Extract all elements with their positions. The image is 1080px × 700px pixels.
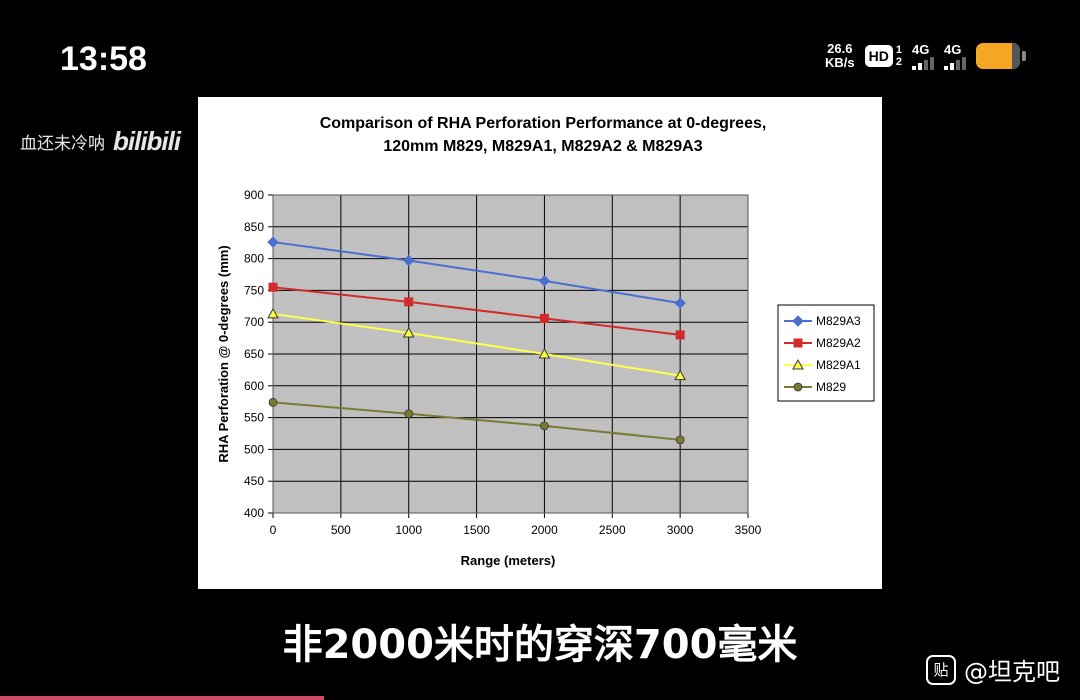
data-point-m829a2: [675, 330, 685, 340]
data-point-m829a2: [268, 282, 278, 292]
line-chart: Comparison of RHA Perforation Performanc…: [216, 115, 875, 568]
y-tick-label: 650: [244, 347, 264, 361]
legend-label-m829: M829: [816, 380, 846, 394]
y-tick-label: 500: [244, 442, 264, 456]
series-line-m829a3: [272, 241, 681, 305]
data-point-m829a1: [267, 307, 279, 319]
x-tick-label: 2500: [599, 523, 626, 537]
data-point-m829a3: [674, 297, 686, 309]
video-subtitle: 非2000米时的穿深700毫米: [282, 622, 798, 668]
y-tick-label: 750: [244, 283, 264, 297]
data-point-m829: [404, 409, 414, 419]
chart-legend: M829A3 M829A2 M829A1 M829: [777, 304, 875, 402]
data-point-m829a1: [674, 369, 686, 381]
status-time: 13:58: [60, 40, 147, 78]
signal-2-icon: 4G: [944, 43, 966, 70]
x-tick-label: 3000: [667, 523, 694, 537]
uploader-name: 血还未冷呐: [20, 134, 105, 154]
battery-icon: [976, 43, 1026, 69]
net-speed-unit: KB/s: [825, 55, 855, 70]
x-tick-label: 2000: [531, 523, 558, 537]
hd-sim-1: 1: [895, 44, 902, 56]
data-point-m829a3: [538, 275, 551, 287]
y-tick-label: 850: [244, 220, 264, 234]
data-point-m829a3: [267, 236, 279, 248]
series-line-m829: [272, 401, 681, 441]
series-line-m829a1: [272, 312, 681, 377]
x-tick-label: 1000: [395, 523, 422, 537]
source-watermark: 贴 @坦克吧: [926, 652, 1060, 687]
net-speed: 26.6 KB/s: [825, 42, 855, 70]
video-progress-bar[interactable]: [0, 696, 324, 700]
hd-sim-2: 2: [895, 56, 902, 68]
data-point-m829a2: [404, 297, 414, 307]
data-point-m829: [540, 421, 549, 431]
status-bar-right: 26.6 KB/s HD 1 2 4G 4G: [825, 42, 1026, 70]
net-speed-value: 26.6: [827, 41, 853, 56]
signal-2-label: 4G: [944, 41, 962, 57]
y-tick-label: 450: [244, 474, 264, 488]
signal-1-label: 4G: [912, 41, 930, 57]
data-point-m829a1: [538, 347, 551, 359]
watermark-text: @坦克吧: [964, 658, 1060, 686]
y-tick-label: 800: [244, 252, 264, 266]
x-tick-label: 3500: [735, 523, 762, 537]
x-tick-label: 0: [270, 523, 277, 537]
chart-subtitle: 120mm M829, M829A1, M829A2 & M829A3: [383, 138, 702, 155]
legend-label-m829a3: M829A3: [816, 314, 861, 328]
data-point-m829a1: [402, 326, 415, 338]
y-tick-label: 550: [244, 411, 264, 425]
y-axis-label: RHA Perforation @ 0-degrees (mm): [216, 245, 231, 462]
legend-marker-m829a1: [792, 358, 804, 370]
y-tick-label: 700: [244, 315, 264, 329]
hd-sim-indicator: 1 2: [896, 44, 902, 68]
legend-marker-m829a2: [793, 338, 803, 348]
data-point-m829a2: [539, 313, 549, 323]
legend-marker-m829: [793, 382, 803, 392]
series-line-m829a2: [272, 286, 681, 336]
signal-1-icon: 4G: [912, 43, 934, 70]
plot-border: [272, 194, 749, 514]
y-tick-label: 400: [244, 506, 264, 520]
chart-image: Comparison of RHA Perforation Performanc…: [198, 97, 882, 589]
legend-label-m829a2: M829A2: [816, 336, 861, 350]
data-point-m829: [268, 397, 278, 407]
x-tick-label: 500: [331, 523, 351, 537]
hd-voice-icon: HD: [864, 45, 893, 67]
y-tick-label: 600: [244, 379, 264, 393]
legend-marker-m829a3: [792, 315, 804, 327]
chart-title: Comparison of RHA Perforation Performanc…: [320, 115, 767, 132]
tieba-icon: 贴: [926, 654, 956, 685]
x-axis-label: Range (meters): [461, 553, 556, 568]
data-point-m829a3: [403, 254, 415, 267]
y-tick-label: 900: [244, 188, 264, 202]
legend-label-m829a1: M829A1: [816, 358, 861, 372]
uploader-watermark: 血还未冷呐 bilibili: [20, 126, 181, 157]
data-point-m829: [675, 435, 685, 445]
bilibili-logo: bilibili: [113, 126, 181, 156]
x-tick-label: 1500: [463, 523, 490, 537]
